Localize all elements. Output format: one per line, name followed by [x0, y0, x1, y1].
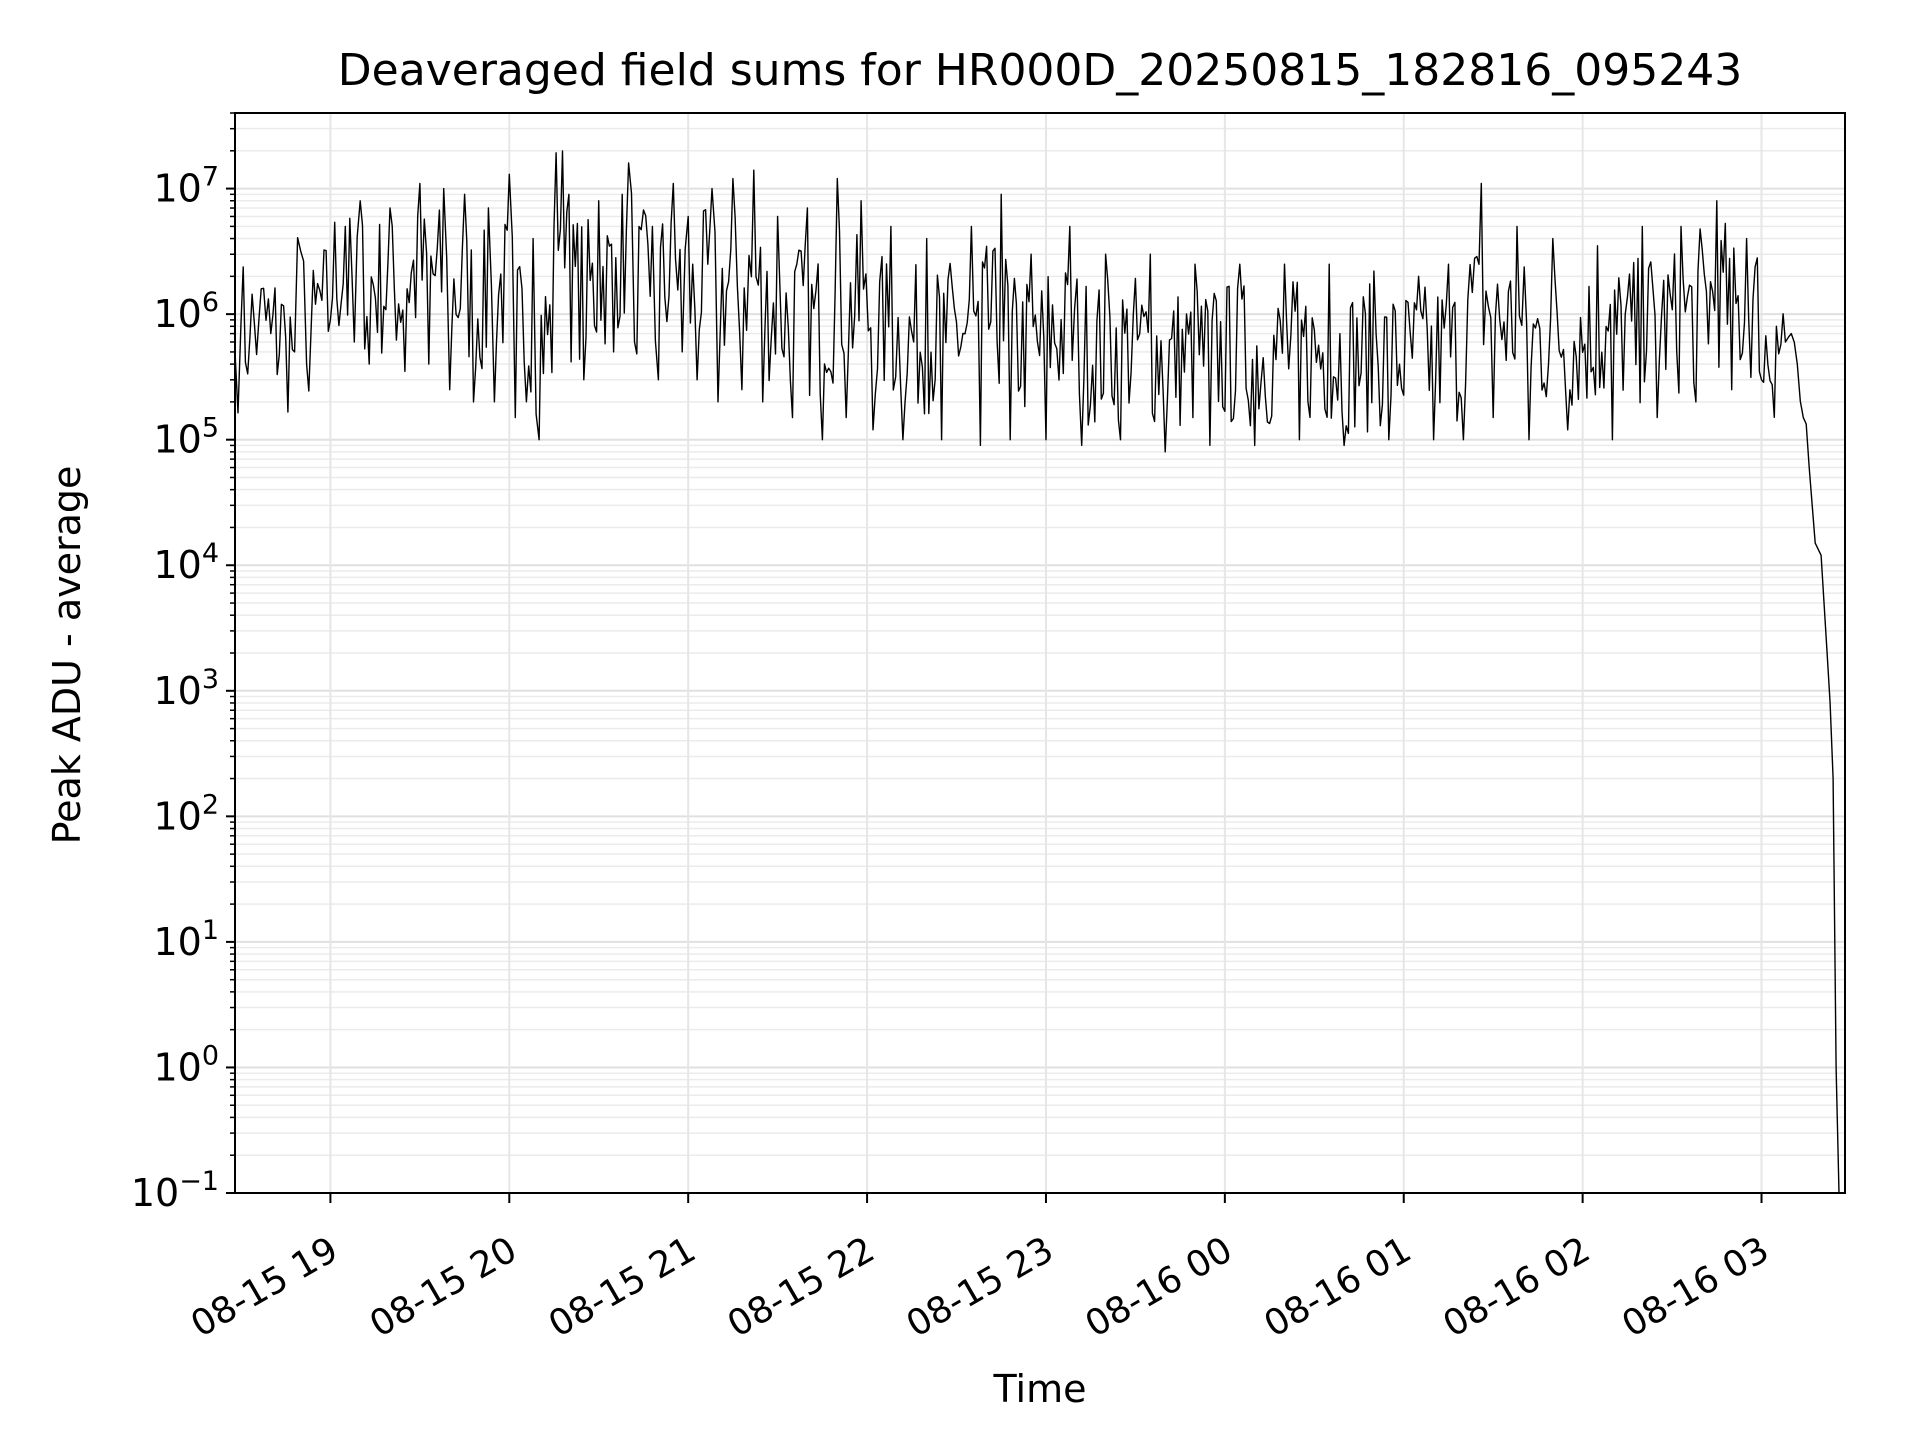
plot-frame [234, 112, 1846, 1194]
y-tick-label: 104 [153, 538, 219, 587]
y-tick-label: 106 [153, 287, 219, 336]
grid [235, 112, 1845, 1194]
y-tick-label: 105 [153, 413, 219, 462]
series-layer [234, 150, 1840, 1194]
y-tick-label: 10−1 [131, 1166, 219, 1215]
chart-title: Deaveraged field sums for HR000D_2025081… [338, 45, 1742, 96]
y-tick-label: 103 [153, 664, 219, 713]
y-tick-label: 101 [153, 915, 219, 964]
x-axis-label: Time [993, 1367, 1087, 1411]
y-tick-label: 100 [153, 1040, 219, 1089]
series-line [234, 150, 1840, 1194]
y-tick-label: 107 [153, 162, 219, 211]
y-tick-label: 102 [153, 789, 219, 838]
y-axis-label: Peak ADU - average [45, 466, 89, 845]
